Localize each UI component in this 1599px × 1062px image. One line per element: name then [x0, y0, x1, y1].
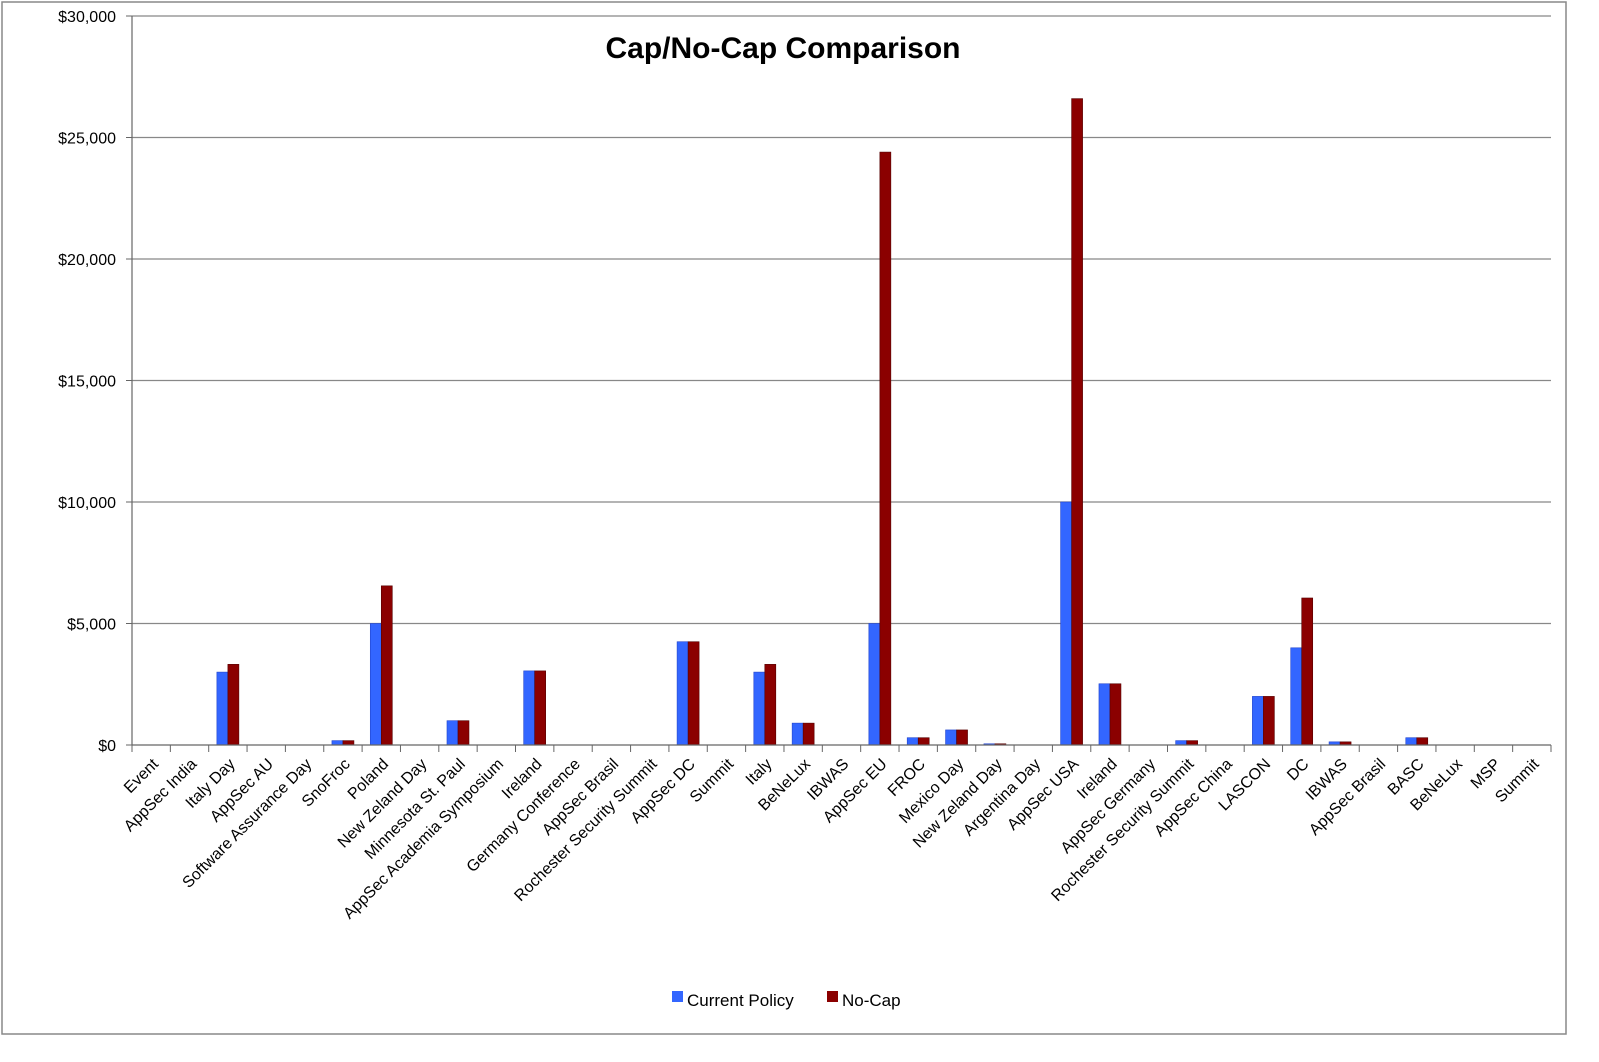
- bar-current-policy: [1405, 737, 1418, 746]
- bar-no-cap: [879, 151, 892, 746]
- bar-no-cap: [917, 737, 930, 746]
- y-tick-label: $30,000: [58, 9, 116, 26]
- bar-current-policy: [1060, 501, 1072, 746]
- bar-no-cap: [1109, 683, 1122, 746]
- bar-current-policy: [868, 623, 881, 746]
- bar-no-cap: [1301, 597, 1314, 746]
- bar-no-cap: [1263, 696, 1275, 746]
- bar-current-policy: [945, 729, 957, 746]
- legend-swatch-current-policy: [672, 991, 683, 1002]
- y-tick-label: $5,000: [67, 617, 116, 634]
- bar-current-policy: [1175, 740, 1187, 746]
- y-tick-label: $0: [98, 738, 116, 755]
- bar-no-cap: [764, 664, 777, 746]
- bars: [216, 98, 1429, 746]
- bar-current-policy: [446, 720, 459, 746]
- bar-current-policy: [1290, 647, 1303, 746]
- bar-no-cap: [380, 585, 393, 746]
- chart-title: Cap/No-Cap Comparison: [605, 32, 960, 65]
- bar-current-policy: [676, 641, 689, 746]
- bar-current-policy: [753, 671, 766, 746]
- legend-label-no-cap: No-Cap: [842, 991, 901, 1010]
- legend-label-current-policy: Current Policy: [687, 991, 794, 1010]
- y-tick-label: $10,000: [58, 495, 116, 512]
- bar-current-policy: [216, 671, 229, 746]
- bar-no-cap: [1186, 740, 1198, 746]
- gridlines: [132, 15, 1551, 625]
- bar-no-cap: [227, 664, 240, 746]
- bar-no-cap: [1416, 737, 1429, 746]
- bar-current-policy: [906, 737, 919, 746]
- bar-current-policy: [331, 740, 344, 746]
- bar-current-policy: [1252, 696, 1264, 746]
- bar-no-cap: [956, 729, 968, 746]
- chart-frame: [1, 1, 1567, 1035]
- bar-no-cap: [534, 670, 546, 746]
- legend: Current Policy No-Cap: [672, 991, 901, 1010]
- bar-no-cap: [342, 740, 355, 746]
- bar-no-cap: [802, 722, 815, 746]
- y-tick-label: $20,000: [58, 252, 116, 269]
- y-tick-label: $15,000: [58, 374, 116, 391]
- bar-no-cap: [1071, 98, 1083, 746]
- bar-current-policy: [1098, 683, 1111, 746]
- bar-no-cap: [457, 720, 470, 746]
- bar-current-policy: [369, 623, 382, 746]
- bar-no-cap: [687, 641, 700, 746]
- y-tick-label: $25,000: [58, 131, 116, 148]
- legend-swatch-no-cap: [827, 991, 838, 1002]
- bar-current-policy: [523, 670, 535, 746]
- bar-current-policy: [791, 722, 804, 746]
